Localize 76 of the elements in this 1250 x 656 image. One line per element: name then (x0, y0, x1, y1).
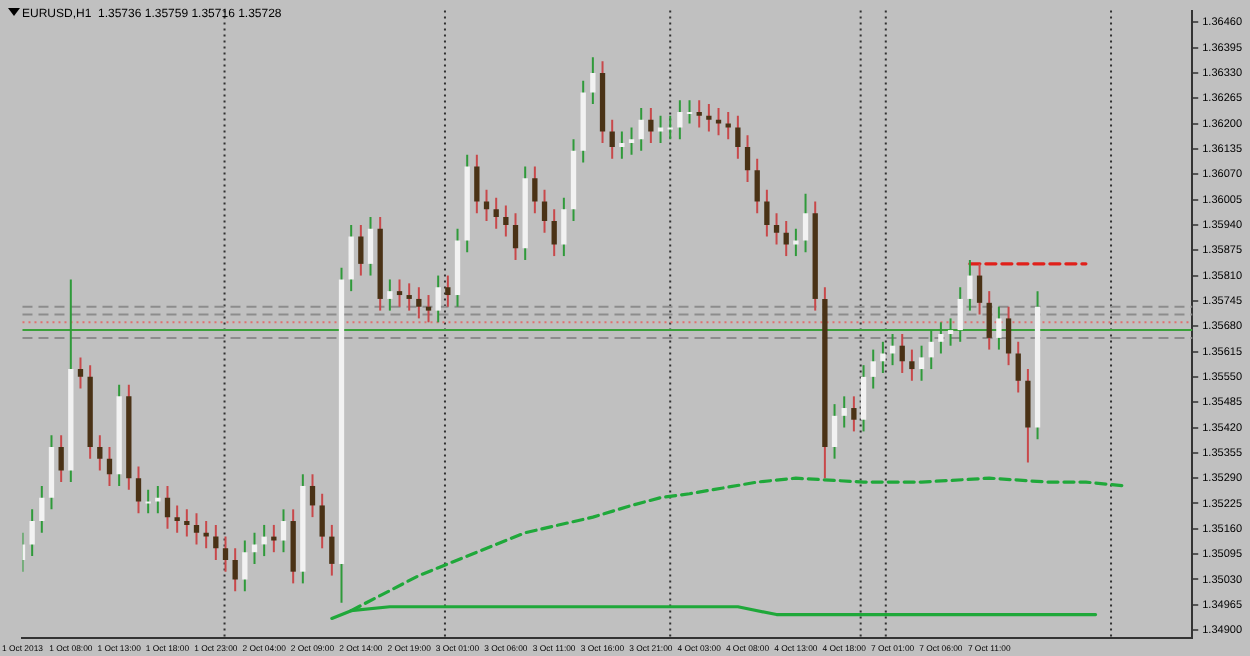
candlestick (541, 188, 548, 234)
candlestick (986, 290, 992, 351)
candlestick (609, 118, 615, 160)
candlestick (367, 216, 374, 277)
candlestick (657, 114, 664, 145)
candlestick (251, 531, 258, 565)
candlestick (561, 196, 567, 258)
candlestick (1005, 305, 1012, 367)
candlestick (976, 262, 983, 316)
candlestick (967, 258, 973, 312)
candlestick (280, 508, 287, 554)
candlestick (474, 153, 480, 215)
candlestick (493, 196, 499, 230)
candlestick (348, 223, 354, 293)
candlestick (319, 492, 325, 550)
candlestick (309, 473, 316, 519)
candlestick (899, 333, 905, 374)
candlestick (445, 274, 451, 308)
candlestick (184, 508, 190, 538)
candlestick (870, 348, 876, 390)
candlestick (155, 484, 161, 515)
candlestick (551, 208, 557, 258)
candlestick (203, 520, 209, 550)
candlestick (271, 523, 277, 554)
candlestick (841, 395, 847, 429)
candlestick (106, 446, 113, 487)
candlestick (715, 107, 722, 137)
candlestick (29, 508, 35, 558)
candlestick (590, 56, 596, 106)
candlestick (387, 278, 393, 312)
candlestick (860, 364, 867, 433)
candlestick (425, 294, 432, 324)
candlestick (232, 547, 238, 593)
candlestick (918, 344, 925, 382)
candlestick (909, 348, 915, 382)
candlestick (677, 99, 683, 141)
candlestick (77, 356, 84, 390)
candlestick (135, 465, 142, 515)
candlestick (802, 192, 809, 254)
candlestick (532, 165, 538, 215)
candlestick (686, 99, 693, 125)
candlestick (754, 157, 760, 215)
candlestick (58, 434, 64, 484)
candlestick (174, 504, 180, 534)
candlestick (193, 512, 200, 546)
candlestick (512, 212, 519, 261)
candlestick (744, 134, 751, 184)
candlestick (242, 539, 248, 593)
candlestick (619, 130, 625, 160)
candlestick (851, 395, 857, 433)
candlestick (706, 103, 712, 133)
candlestick (1015, 340, 1021, 394)
candlestick (880, 340, 886, 374)
candlestick (1025, 368, 1031, 464)
candlestick (164, 484, 171, 530)
candlestick (667, 114, 673, 141)
candlestick (735, 114, 741, 160)
candlestick (358, 223, 364, 277)
candlestick (628, 126, 635, 156)
candlestick (416, 286, 422, 320)
candlestick (696, 99, 702, 129)
candlestick (793, 227, 799, 258)
candlestick (406, 282, 412, 312)
candlestick (831, 403, 838, 460)
candlestick (396, 278, 403, 308)
candlestick (773, 212, 780, 246)
candlestick (503, 204, 509, 238)
candlestick (638, 107, 644, 152)
candlestick (648, 107, 654, 145)
candlestick (764, 188, 770, 238)
candlestick (222, 535, 229, 573)
candlestick (97, 434, 103, 472)
candlestick (435, 274, 441, 324)
candlestick (145, 488, 151, 515)
candlestick (39, 484, 45, 534)
candlestick (329, 523, 335, 577)
